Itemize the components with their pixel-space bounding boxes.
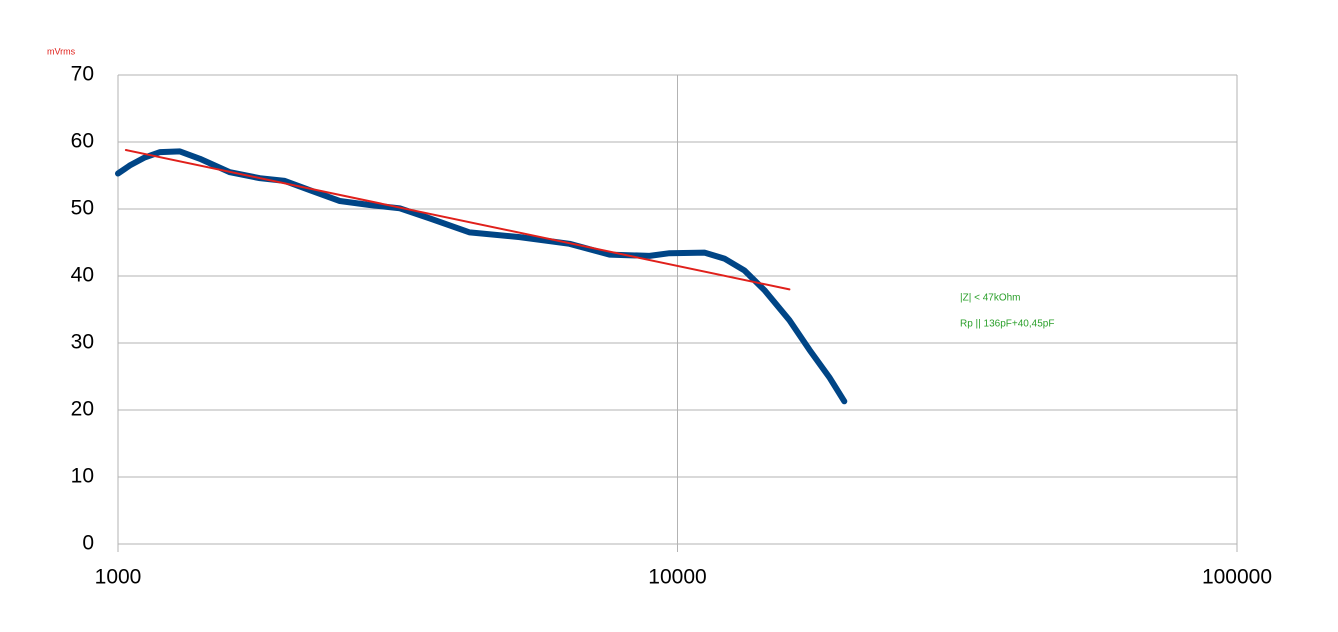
y-tick-label: 30 bbox=[71, 331, 94, 354]
y-tick-label: 40 bbox=[71, 264, 94, 287]
y-tick-label: 10 bbox=[71, 465, 94, 488]
y-axis-label: mVrms bbox=[47, 46, 76, 56]
x-tick-label: 1000 bbox=[95, 566, 142, 589]
data-line bbox=[115, 148, 848, 405]
annotation: |Z| < 47kOhm bbox=[960, 293, 1021, 304]
y-tick-label: 20 bbox=[71, 398, 94, 421]
data-line bbox=[124, 149, 791, 291]
y-tick-label: 50 bbox=[71, 197, 94, 220]
x-tick-label: 10000 bbox=[648, 566, 706, 589]
y-tick-label: 60 bbox=[71, 130, 94, 153]
x-tick-label: 100000 bbox=[1202, 566, 1272, 589]
y-tick-label: 70 bbox=[71, 63, 94, 86]
annotation: Rp || 136pF+40,45pF bbox=[960, 319, 1054, 330]
y-tick-label: 0 bbox=[82, 532, 94, 555]
